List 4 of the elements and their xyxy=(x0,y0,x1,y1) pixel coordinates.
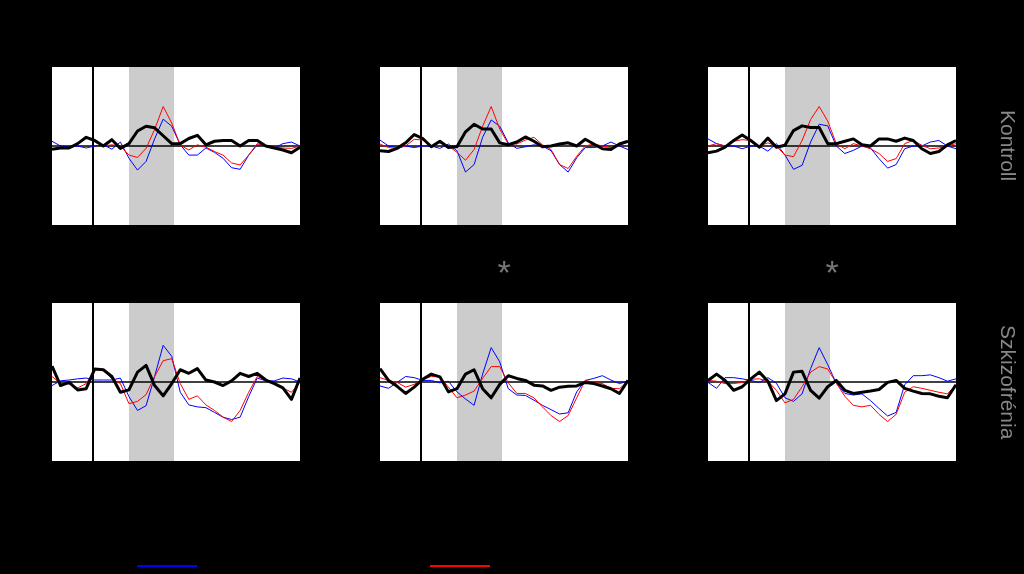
chart-title: * xyxy=(496,253,512,292)
y2-axis-title: Kontroll xyxy=(996,109,1020,184)
chart-title: * xyxy=(824,253,840,292)
y2-axis-title: Szkizofrénia xyxy=(996,323,1020,442)
